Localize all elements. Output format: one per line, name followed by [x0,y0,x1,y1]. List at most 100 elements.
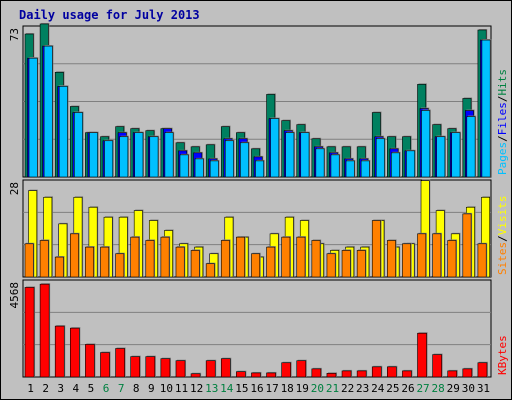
bar-sites [205,262,216,278]
bar-pages [149,135,160,178]
x-tick-label: 28 [432,382,445,395]
x-tick-label: 21 [326,382,339,395]
bar-kbytes [296,359,307,378]
bar-pages [270,117,280,178]
legend-entry: Sites [496,242,509,275]
bar-kbytes [281,361,292,378]
bar-kbytes [205,359,217,378]
bar-pages [421,109,431,178]
bar-sites [130,236,140,278]
bar-sites [85,246,95,278]
x-tick-label: 1 [27,382,34,395]
bar-kbytes [371,365,383,378]
panel-legend: Pages/Files/Hits [496,69,509,175]
bar-pages [330,153,341,178]
bar-sites [281,236,291,278]
legend-entry: / [496,235,509,242]
x-axis: 1 2 3 4 5 6 7 8 9 10 11 12 13 14 15 16 17 18 19 20 21 22 23 24 2… [27,382,490,395]
panel-kbytes: 4568 KBytes [8,279,509,378]
x-tick-label: 24 [371,382,385,395]
x-tick-label: 18 [281,382,294,395]
bar-kbytes [356,369,368,378]
bar-pages [224,139,235,178]
bar-sites [54,256,65,278]
bar-sites [145,239,156,278]
bar-kbytes [387,365,398,378]
legend-entry: / [496,135,509,142]
x-tick-label: 29 [447,382,460,395]
bar-kbytes [85,343,96,378]
bar-pages [43,45,54,178]
x-tick-label: 12 [190,382,203,395]
bar-pages [58,85,69,178]
x-tick-label: 9 [148,382,155,395]
x-tick-label: 19 [296,382,309,395]
panel-visits-sites: 28 Sites/Visits [8,179,509,278]
bar-kbytes [115,347,126,378]
bar-pages [89,131,99,178]
x-tick-label: 22 [341,382,354,395]
bar-sites [417,232,427,278]
bar-sites [100,246,110,278]
x-tick-label: 20 [311,382,324,395]
legend-entry: KBytes [496,335,509,375]
bar-sites [266,246,276,278]
panel-max-label: 73 [8,28,21,41]
x-tick-label: 14 [220,382,234,395]
bar-pages [345,159,356,178]
legend-entry: Pages [496,142,509,175]
bar-pages [134,131,144,178]
bar-pages [285,131,295,178]
x-tick-label: 26 [401,382,414,395]
bar-kbytes [432,353,443,378]
bar-kbytes [326,372,337,378]
bar-kbytes [145,355,156,378]
x-tick-label: 16 [250,382,263,395]
bar-kbytes [220,357,232,378]
bar-sites [462,212,473,278]
panel-hits-files-pages: 73 Pages/Files/Hits [8,22,509,178]
bar-pages [73,111,84,178]
x-tick-label: 10 [160,382,173,395]
bar-pages [315,147,326,178]
bar-sites [115,252,125,278]
bar-sites [296,236,307,278]
bar-kbytes [251,371,262,378]
bar-sites [251,252,261,278]
bar-sites [432,232,442,278]
bar-pages [375,137,386,178]
bar-sites [356,249,367,278]
bar-pages [240,141,250,178]
bar-sites [69,232,80,278]
x-tick-label: 17 [265,382,278,395]
legend-entry: Hits [496,69,509,96]
bar-pages [164,131,175,178]
legend-entry: / [496,96,509,103]
bar-pages [119,135,129,178]
panel-max-label: 4568 [8,282,21,309]
bar-sites [371,219,382,278]
bar-kbytes [100,351,111,378]
panel-legend: KBytes [496,335,509,375]
bar-sites [220,239,231,278]
bar-pages [300,131,311,178]
x-tick-label: 8 [133,382,140,395]
bar-pages [436,135,446,178]
bar-sites [39,239,50,278]
panel-legend: Sites/Visits [496,196,509,276]
x-tick-label: 13 [205,382,218,395]
x-tick-label: 15 [235,382,248,395]
bar-sites [477,242,488,278]
x-tick-label: 5 [88,382,95,395]
bar-kbytes [462,367,473,378]
bar-kbytes [341,369,353,378]
x-tick-label: 25 [386,382,399,395]
bar-pages [481,39,492,178]
bar-kbytes [24,286,36,378]
bar-kbytes [236,370,247,378]
bar-pages [179,153,190,178]
x-tick-label: 6 [103,382,110,395]
bar-sites [387,239,397,278]
